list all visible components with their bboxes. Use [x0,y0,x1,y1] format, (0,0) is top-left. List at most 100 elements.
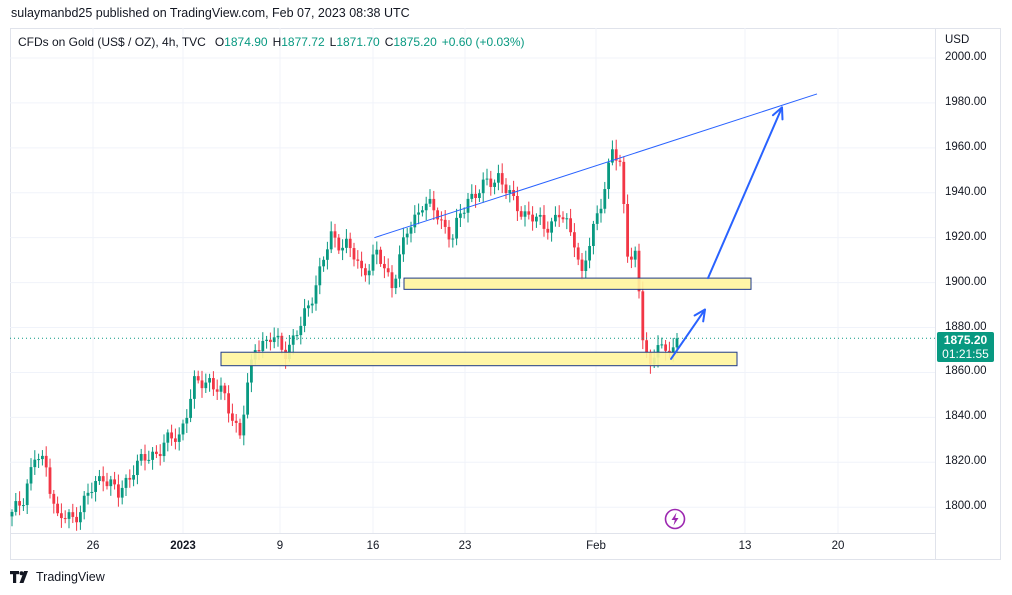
candle-body [409,227,413,234]
candle-body [174,438,177,442]
candle-body [162,442,166,457]
candle-body [356,259,360,261]
candle [158,444,162,466]
candle [637,243,641,299]
candle [113,471,116,490]
candle-body [459,213,462,218]
candle [269,332,272,351]
candle-body [86,492,90,496]
currency-label[interactable]: USD [945,34,970,46]
candle-body [542,214,546,229]
candle [242,405,246,446]
candle-body [136,460,139,476]
candle [383,256,386,279]
candle-body [413,214,417,228]
time-axis[interactable] [10,533,935,560]
candle [485,168,489,186]
candle-body [402,237,405,255]
candle [402,227,405,262]
candle [493,179,496,195]
legend-symbol[interactable]: CFDs on Gold (US$ / OZ), 4h, TVC [18,35,206,49]
candle [22,498,25,512]
candle [630,247,633,269]
support-zone [220,351,738,367]
candle [120,480,124,505]
price-chart[interactable] [10,28,935,533]
legend-high-value: 1877.72 [281,35,325,49]
candle-body [204,382,208,389]
candle [576,242,580,266]
candle [443,210,447,234]
candle-body [223,385,227,394]
candle-body [67,512,71,519]
candle-body [436,210,439,220]
candle [86,483,90,505]
candle-body [394,278,398,289]
candle-body [337,237,341,251]
price-axis[interactable] [935,28,1001,560]
candle-body [326,249,329,260]
candle [622,156,626,214]
candle-body [569,218,572,233]
candle [196,370,200,384]
candle-body [322,259,325,267]
candle-body [641,291,645,341]
lightning-event-icon[interactable] [664,508,686,530]
candle-body [417,212,420,215]
candle-body [580,259,584,271]
candle [14,493,18,516]
candle [626,194,629,263]
candle [326,241,329,270]
candle-body [143,454,147,461]
candle [428,189,432,207]
candle [421,206,424,217]
candle [595,205,599,231]
candle-body [128,477,132,480]
price-tick-label: 1940.00 [945,185,987,198]
candle-body [367,270,371,276]
arrow-head [771,106,784,121]
chart-drawings [220,93,818,367]
candle-body [94,481,97,492]
candle [246,373,249,419]
candle-body [489,178,493,187]
candle-body [18,501,21,506]
time-tick-label: 13 [738,540,752,552]
candle [128,469,132,488]
candle [607,158,610,199]
footer-branding[interactable]: TradingView [10,570,105,584]
candle [337,234,341,254]
candle [447,220,451,248]
candle-body [120,487,124,498]
candle [174,428,177,450]
candle-body [291,335,295,345]
candle [523,205,527,227]
candle-body [352,248,356,260]
candle [155,445,158,459]
price-tick-label: 1980.00 [945,95,987,108]
candle-body [314,285,318,304]
chart-grid [10,28,935,533]
candle [10,509,14,527]
candle-body [588,245,591,261]
candle-body [307,305,310,309]
candle [44,446,48,477]
candle [291,329,295,355]
projection-arrow [707,106,784,280]
candle-body [200,380,204,389]
candle [234,413,238,433]
candle [314,275,318,311]
candle [18,491,21,516]
price-tick-label: 1900.00 [945,275,987,288]
candle-body [196,376,200,381]
candle [231,403,234,427]
candle [535,213,538,228]
candle-body [60,513,63,519]
candle-body [424,203,428,211]
candle-body [318,266,322,286]
candle-body [565,218,569,220]
candle-body [75,516,78,523]
candle [557,205,561,227]
candle [79,505,82,530]
legend-low-value: 1871.70 [336,35,380,49]
